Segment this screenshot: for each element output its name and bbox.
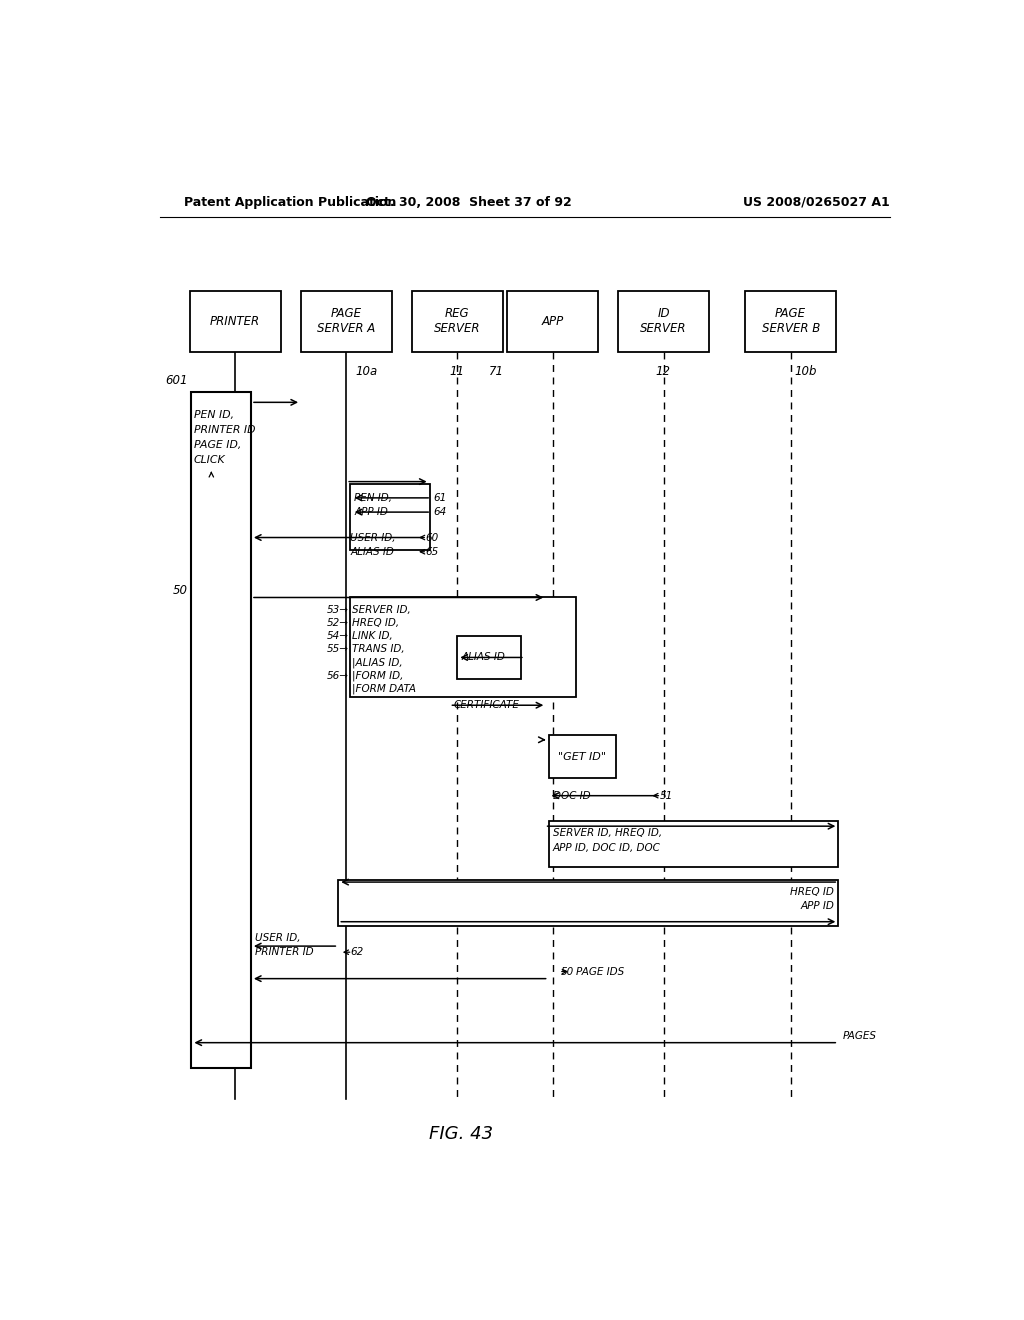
Text: SERVER ID,: SERVER ID,: [352, 605, 411, 615]
Text: ID
SERVER: ID SERVER: [640, 308, 687, 335]
Text: 71: 71: [489, 366, 504, 379]
Text: 10b: 10b: [795, 366, 817, 379]
Text: ALIAS ID: ALIAS ID: [462, 652, 505, 663]
Text: 53→: 53→: [327, 605, 348, 615]
Text: |FORM ID,: |FORM ID,: [352, 671, 403, 681]
Text: 65: 65: [426, 546, 439, 557]
Text: PAGES: PAGES: [842, 1031, 877, 1040]
Text: SERVER ID, HREQ ID,: SERVER ID, HREQ ID,: [553, 828, 662, 838]
Text: HREQ ID,: HREQ ID,: [352, 618, 399, 628]
Text: PAGE IDS: PAGE IDS: [577, 966, 625, 977]
Bar: [618, 290, 710, 351]
Text: US 2008/0265027 A1: US 2008/0265027 A1: [743, 195, 890, 209]
Text: 11: 11: [450, 366, 465, 379]
Bar: [350, 483, 430, 549]
Text: USER ID,: USER ID,: [255, 933, 300, 942]
Text: 64: 64: [433, 507, 446, 517]
Text: APP ID: APP ID: [354, 507, 388, 517]
Text: LINK ID,: LINK ID,: [352, 631, 392, 642]
Bar: [745, 290, 837, 351]
Text: TRANS ID,: TRANS ID,: [352, 644, 404, 655]
Bar: [189, 290, 281, 351]
Bar: [549, 735, 616, 779]
Text: USER ID,: USER ID,: [350, 532, 395, 543]
Text: PRINTER: PRINTER: [210, 314, 260, 327]
Text: 61: 61: [433, 492, 446, 503]
Text: CLICK: CLICK: [194, 455, 225, 465]
Bar: [507, 290, 598, 351]
Text: PEN ID,: PEN ID,: [354, 492, 392, 503]
Text: 60: 60: [426, 532, 439, 543]
Text: PRINTER ID: PRINTER ID: [255, 948, 313, 957]
Text: HREQ ID: HREQ ID: [791, 887, 835, 898]
Text: 12: 12: [655, 366, 671, 379]
Text: |ALIAS ID,: |ALIAS ID,: [352, 657, 402, 668]
Text: APP ID, DOC ID, DOC: APP ID, DOC ID, DOC: [553, 842, 660, 853]
Text: "GET ID": "GET ID": [558, 751, 606, 762]
Text: PAGE
SERVER A: PAGE SERVER A: [317, 308, 376, 335]
Text: 50: 50: [172, 583, 187, 597]
Text: 601: 601: [165, 374, 187, 387]
Text: PAGE ID,: PAGE ID,: [194, 440, 242, 450]
Text: Oct. 30, 2008  Sheet 37 of 92: Oct. 30, 2008 Sheet 37 of 92: [367, 195, 572, 209]
Text: 62: 62: [350, 948, 364, 957]
Text: DOC ID: DOC ID: [553, 791, 590, 801]
Bar: [350, 598, 577, 697]
Text: 52→: 52→: [327, 618, 348, 628]
Bar: [549, 821, 839, 867]
Bar: [301, 290, 392, 351]
Text: PRINTER ID: PRINTER ID: [194, 425, 255, 434]
Text: APP: APP: [542, 314, 563, 327]
Text: CERTIFICATE: CERTIFICATE: [454, 700, 519, 710]
Text: Patent Application Publication: Patent Application Publication: [183, 195, 396, 209]
Text: 54→: 54→: [327, 631, 348, 642]
Text: 51: 51: [659, 791, 673, 801]
Text: PEN ID,: PEN ID,: [194, 409, 234, 420]
Bar: [191, 392, 251, 1068]
Text: 56→: 56→: [327, 671, 348, 681]
Text: |FORM DATA: |FORM DATA: [352, 684, 416, 694]
Text: 10a: 10a: [355, 366, 378, 379]
Bar: [412, 290, 503, 351]
Text: FIG. 43: FIG. 43: [429, 1125, 494, 1143]
Text: PAGE
SERVER B: PAGE SERVER B: [762, 308, 820, 335]
Text: 55→: 55→: [327, 644, 348, 655]
Text: APP ID: APP ID: [801, 902, 835, 912]
Bar: [338, 880, 839, 925]
Bar: [458, 636, 521, 678]
Text: REG
SERVER: REG SERVER: [434, 308, 480, 335]
Text: ALIAS ID: ALIAS ID: [350, 546, 394, 557]
Text: 50: 50: [560, 966, 573, 977]
